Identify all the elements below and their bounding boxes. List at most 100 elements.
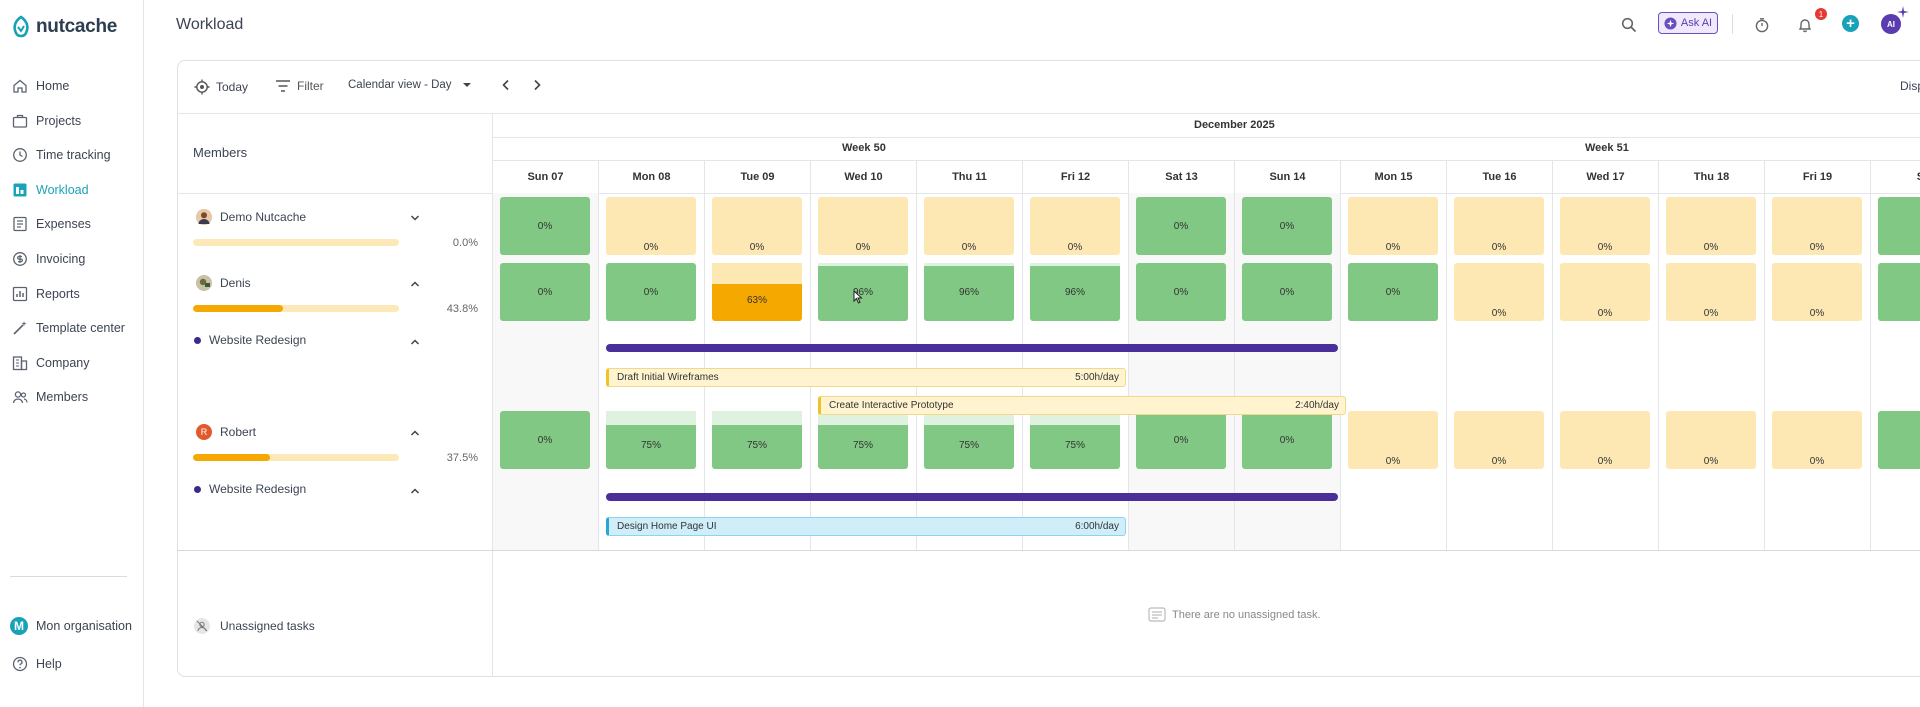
sidebar-item-projects[interactable]: Projects [0, 106, 143, 136]
workload-cell[interactable]: 0% [712, 197, 802, 255]
sidebar-item-company[interactable]: Company [0, 348, 143, 378]
member-name-demo[interactable]: Demo Nutcache [220, 210, 306, 224]
workload-cell[interactable]: 0% [606, 197, 696, 255]
workload-cell[interactable]: 0% [1242, 197, 1332, 255]
workload-cell[interactable]: 75% [1030, 411, 1120, 469]
workload-cell[interactable]: 0% [1772, 411, 1862, 469]
workload-cell[interactable]: 0% [924, 197, 1014, 255]
search-icon[interactable] [1618, 14, 1640, 36]
filter-label: Filter [297, 79, 324, 93]
workload-percent: 0% [1242, 287, 1332, 298]
display-button[interactable]: Disp [1900, 79, 1920, 93]
workload-cell[interactable]: 75% [924, 411, 1014, 469]
workload-cell[interactable]: 0% [1772, 197, 1862, 255]
workload-percent: 0% [500, 221, 590, 232]
sidebar-item-invoicing[interactable]: Invoicing [0, 244, 143, 274]
workload-cell[interactable] [1878, 263, 1920, 321]
workload-cell[interactable]: 0% [500, 197, 590, 255]
workload-cell[interactable]: 0% [1242, 411, 1332, 469]
task-bar[interactable]: Design Home Page UI 6:00h/day [606, 517, 1126, 536]
chevron-up-icon[interactable] [408, 484, 422, 498]
mouse-cursor-icon [853, 290, 863, 304]
workload-cell[interactable]: 0% [818, 197, 908, 255]
workload-cell[interactable]: 0% [1136, 263, 1226, 321]
day-header: Mon 08 [598, 161, 704, 193]
workload-cell[interactable] [1878, 197, 1920, 255]
workload-cell[interactable]: 96% [818, 263, 908, 321]
workload-cell[interactable]: 0% [606, 263, 696, 321]
workload-cell[interactable]: 0% [1242, 263, 1332, 321]
help-link[interactable]: Help [0, 649, 143, 679]
add-icon[interactable]: + [1842, 15, 1859, 32]
workload-cell[interactable]: 0% [1666, 411, 1756, 469]
workload-percent: 0% [1772, 242, 1862, 253]
workload-percent: 0% [1242, 435, 1332, 446]
ask-ai-button[interactable]: Ask AI [1658, 12, 1718, 34]
workload-cell[interactable]: 75% [606, 411, 696, 469]
workload-percent: 0% [500, 287, 590, 298]
sidebar-item-time-tracking[interactable]: Time tracking [0, 140, 143, 170]
chevron-up-icon[interactable] [408, 277, 422, 291]
sidebar-item-home[interactable]: Home [0, 71, 143, 101]
workload-cell[interactable]: 0% [500, 411, 590, 469]
workload-cell[interactable]: 0% [1454, 197, 1544, 255]
workload-cell[interactable]: 96% [1030, 263, 1120, 321]
filter-button[interactable]: Filter [275, 79, 324, 93]
member-name-robert[interactable]: Robert [220, 425, 256, 439]
chevron-up-icon[interactable] [408, 335, 422, 349]
workload-cell[interactable]: 0% [1348, 197, 1438, 255]
workload-cell[interactable]: 0% [1666, 263, 1756, 321]
workload-cell[interactable]: 0% [1560, 263, 1650, 321]
wand-icon [10, 320, 30, 336]
chevron-down-icon[interactable] [408, 211, 422, 225]
logo[interactable]: nutcache [10, 14, 117, 40]
workload-cell[interactable]: 63% [712, 263, 802, 321]
workload-cell[interactable]: 0% [1454, 263, 1544, 321]
workload-cell[interactable]: 0% [1136, 197, 1226, 255]
workload-cell[interactable]: 0% [1136, 411, 1226, 469]
chevron-up-icon[interactable] [408, 426, 422, 440]
workload-cell[interactable] [1878, 411, 1920, 469]
next-button[interactable] [531, 79, 549, 91]
workload-cell[interactable]: 0% [500, 263, 590, 321]
building-icon [10, 355, 30, 371]
sidebar-item-expenses[interactable]: Expenses [0, 209, 143, 239]
workload-cell[interactable]: 75% [818, 411, 908, 469]
briefcase-icon [10, 113, 30, 129]
day-header: Mon 15 [1340, 161, 1446, 193]
calendar-view-select[interactable]: Calendar view - Day [348, 79, 478, 91]
workload-cell[interactable]: 0% [1560, 411, 1650, 469]
workload-cell[interactable]: 0% [1030, 197, 1120, 255]
workload-cell[interactable]: 0% [1666, 197, 1756, 255]
org-switcher[interactable]: M Mon organisation [0, 611, 143, 641]
sidebar-item-reports[interactable]: Reports [0, 279, 143, 309]
member-name-denis[interactable]: Denis [220, 276, 251, 290]
workload-cell[interactable]: 96% [924, 263, 1014, 321]
prev-button[interactable] [500, 79, 518, 91]
workload-cell[interactable]: 0% [1772, 263, 1862, 321]
column-line [1764, 161, 1765, 550]
project-bar-denis[interactable] [606, 344, 1338, 352]
sidebar-item-label: Time tracking [36, 148, 111, 162]
project-name-denis[interactable]: Website Redesign [209, 333, 306, 347]
workload-cell[interactable]: 0% [1348, 411, 1438, 469]
toolbar: Today Filter Calendar view - Day Disp [178, 61, 1920, 114]
project-name-robert[interactable]: Website Redesign [209, 482, 306, 496]
workload-cell[interactable]: 0% [1348, 263, 1438, 321]
sidebar-item-workload[interactable]: Workload [0, 175, 143, 205]
sidebar-item-template-center[interactable]: Template center [0, 313, 143, 343]
bell-icon[interactable] [1794, 14, 1816, 36]
workload-cell[interactable]: 0% [1454, 411, 1544, 469]
task-bar[interactable]: Create Interactive Prototype 2:40h/day [818, 396, 1346, 415]
task-bar[interactable]: Draft Initial Wireframes 5:00h/day [606, 368, 1126, 387]
workload-cell[interactable]: 75% [712, 411, 802, 469]
project-bar-robert[interactable] [606, 493, 1338, 501]
today-button[interactable]: Today [194, 79, 248, 95]
sidebar-item-members[interactable]: Members [0, 382, 143, 412]
members-title: Members [193, 145, 247, 160]
timer-icon[interactable] [1751, 14, 1773, 36]
day-header: Thu 11 [916, 161, 1022, 193]
day-header: Thu 18 [1658, 161, 1764, 193]
remaining-capacity [1030, 263, 1120, 266]
workload-cell[interactable]: 0% [1560, 197, 1650, 255]
